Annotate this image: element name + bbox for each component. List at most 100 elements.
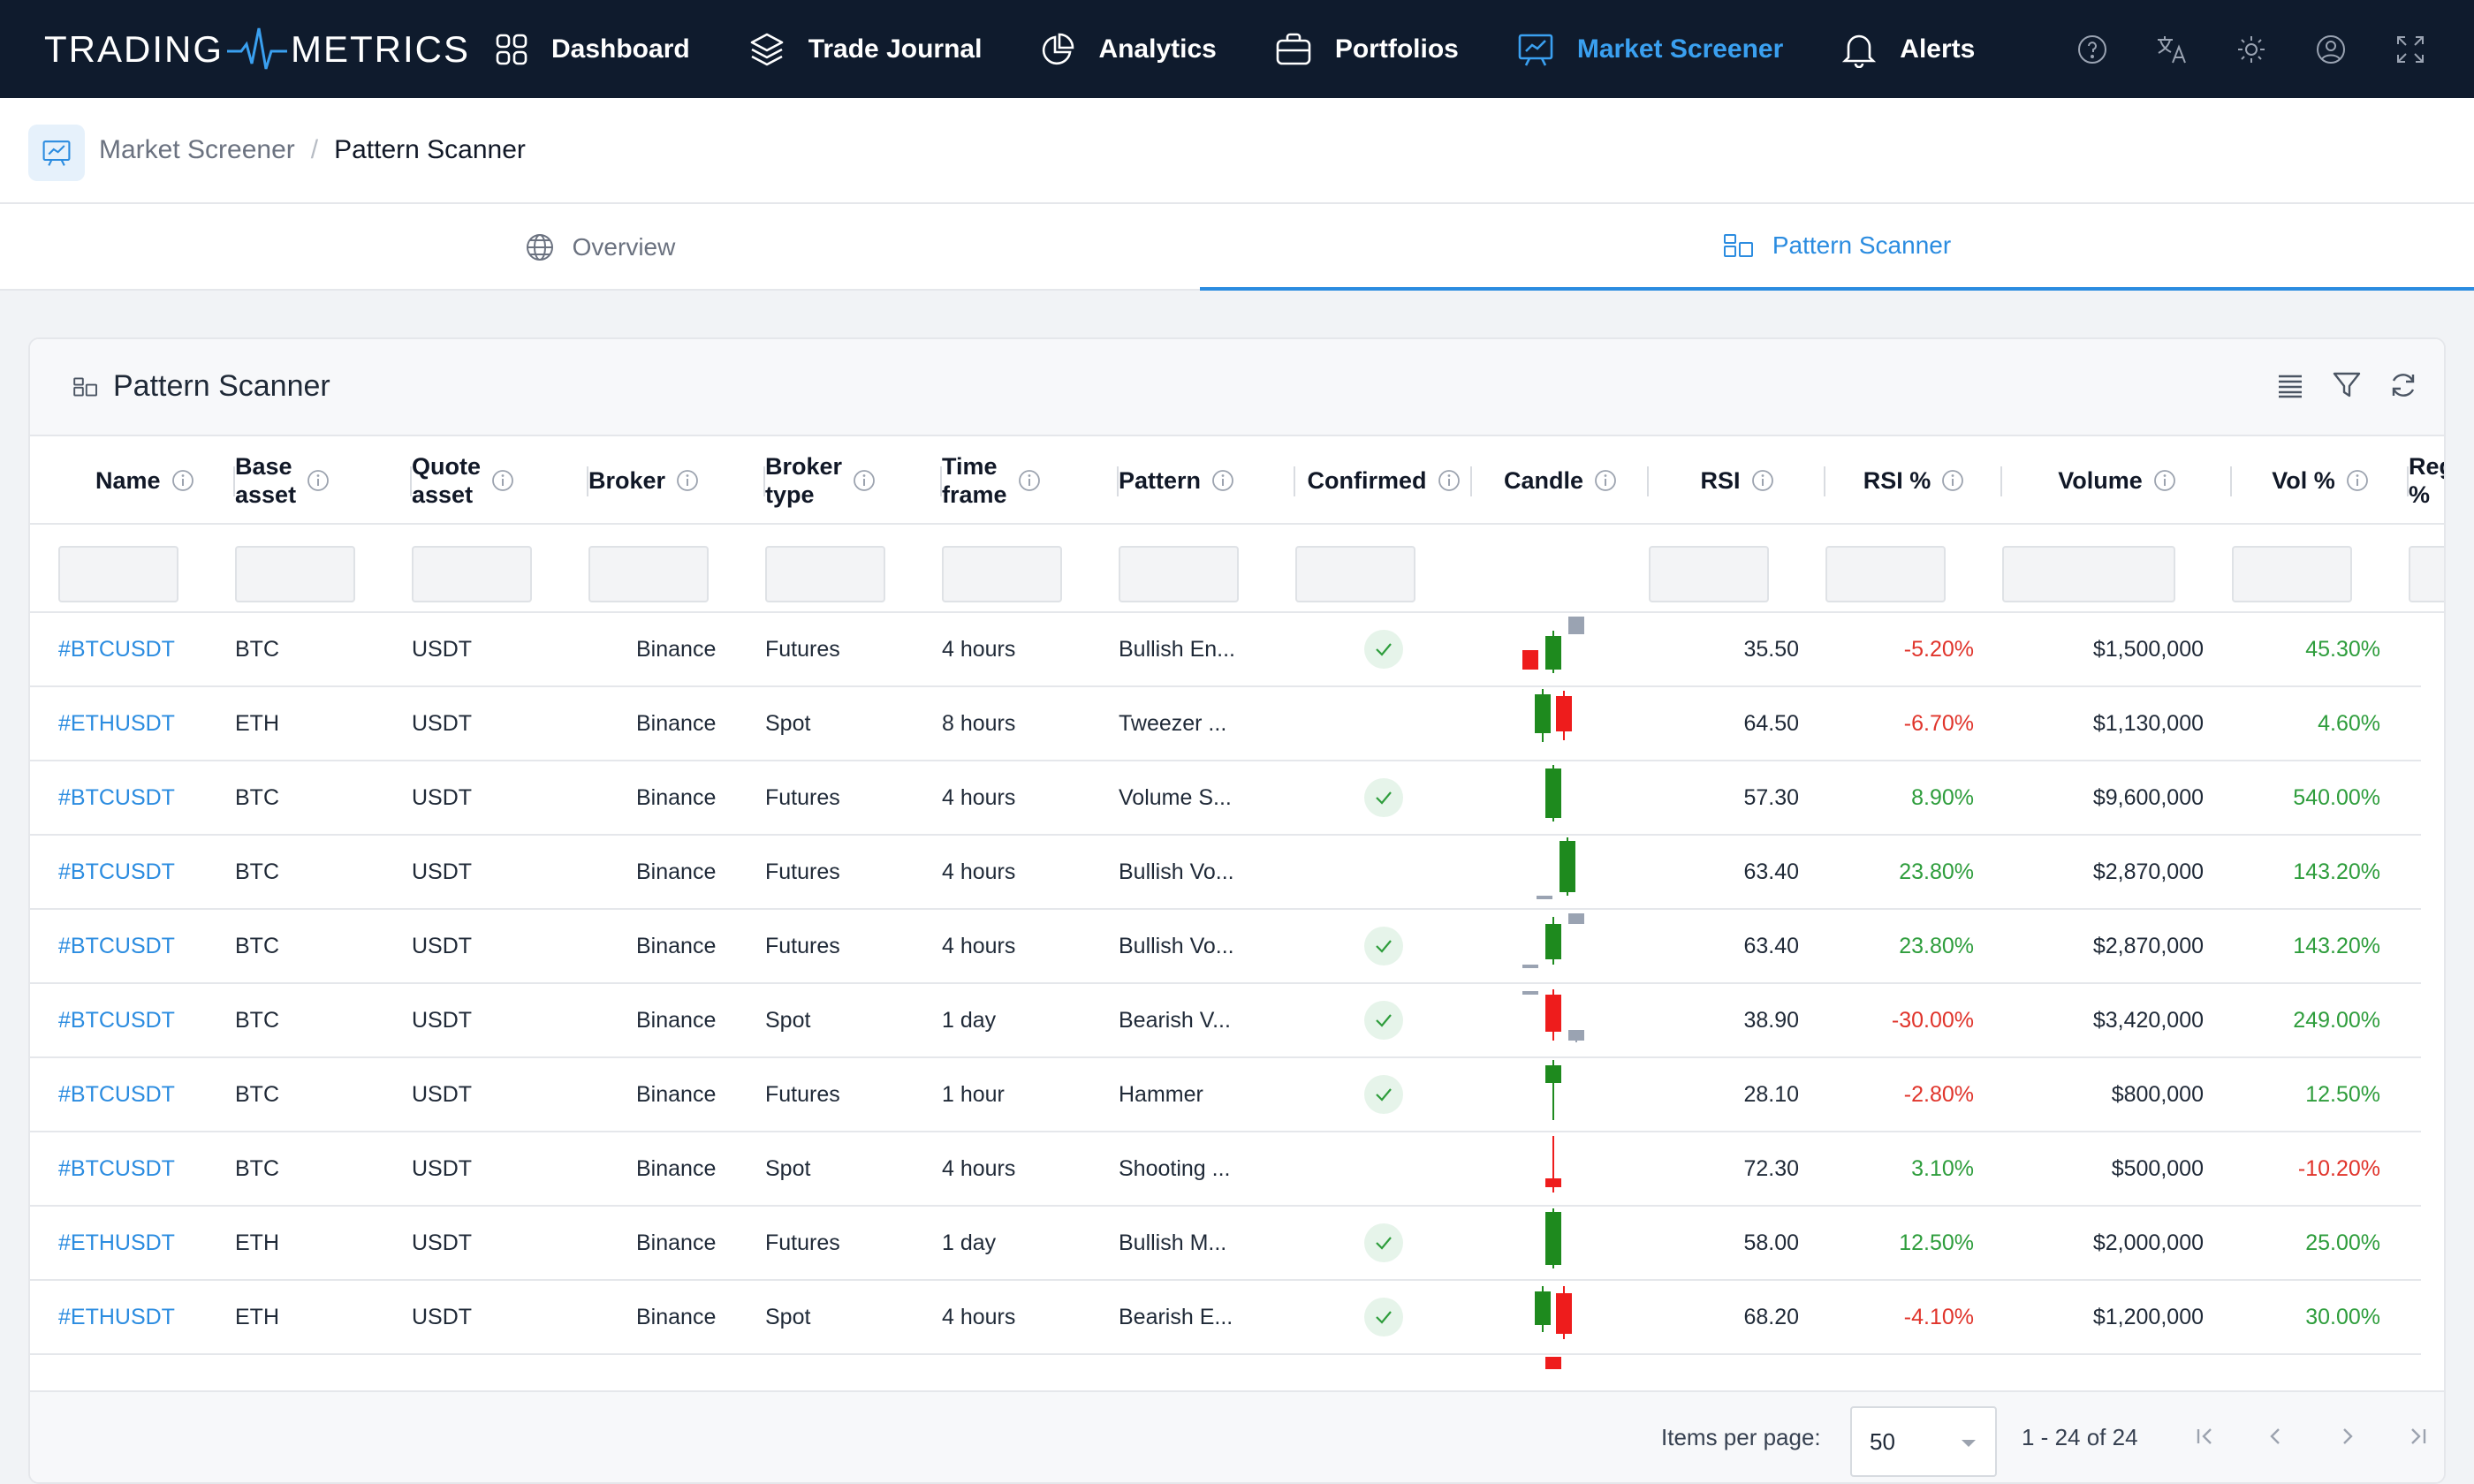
translate-icon[interactable] <box>2154 32 2189 67</box>
table-row[interactable]: #ETHUSDT ETH USDT Binance Spot 8 hours Tweezer… <box>30 687 2421 761</box>
prev-page-icon[interactable] <box>2257 1417 2296 1456</box>
info-icon[interactable] <box>853 469 876 492</box>
candle-body <box>1545 1212 1561 1265</box>
filter-icon[interactable] <box>2327 366 2366 405</box>
column-divider[interactable] <box>2000 466 2002 496</box>
column-header-rsi[interactable]: RSI <box>1649 436 1825 525</box>
filter-input-base[interactable] <box>235 546 355 602</box>
filter-input-broker-type[interactable] <box>765 546 885 602</box>
info-icon[interactable] <box>2346 469 2369 492</box>
nav-market-screener[interactable]: Market Screener <box>1517 0 1783 98</box>
symbol-link[interactable]: #ETHUSDT <box>58 1304 175 1329</box>
quote-asset-cell: USDT <box>412 933 473 958</box>
info-icon[interactable] <box>1594 469 1617 492</box>
column-divider[interactable] <box>2230 466 2232 496</box>
info-icon[interactable] <box>2153 469 2176 492</box>
column-header-broker-type[interactable]: Broker type <box>765 436 942 525</box>
symbol-link[interactable]: #BTCUSDT <box>58 933 175 958</box>
vol-pct-cell: 143.20% <box>2293 933 2380 958</box>
info-icon[interactable] <box>1438 469 1461 492</box>
column-divider[interactable] <box>940 466 942 496</box>
nav-alerts[interactable]: Alerts <box>1841 0 1975 98</box>
info-icon[interactable] <box>1018 469 1041 492</box>
filter-input-broker[interactable] <box>588 546 709 602</box>
info-icon[interactable] <box>1941 469 1964 492</box>
breadcrumb-parent[interactable]: Market Screener <box>99 135 295 164</box>
table-row[interactable]: #BTCUSDT BTC USDT Binance Futures 4 hours Bull… <box>30 836 2421 910</box>
filter-input-confirmed[interactable] <box>1295 546 1415 602</box>
filter-input-quote[interactable] <box>412 546 532 602</box>
rsi-pct-cell: 3.10% <box>1911 1155 1974 1181</box>
table-row[interactable]: #BTCUSDT BTC USDT Binance Spot 4 hours Shootin… <box>30 1132 2421 1207</box>
tab-pattern-scanner[interactable]: Pattern Scanner <box>1200 204 2474 291</box>
user-icon[interactable] <box>2313 32 2349 67</box>
filter-input-name[interactable] <box>58 546 178 602</box>
filter-input-volume[interactable] <box>2002 546 2175 602</box>
table-row[interactable]: #BTCUSDT BTC USDT Binance Spot 1 day Bearish V… <box>30 984 2421 1058</box>
first-page-icon[interactable] <box>2186 1417 2225 1456</box>
column-divider[interactable] <box>410 466 412 496</box>
symbol-link[interactable]: #BTCUSDT <box>58 1081 175 1107</box>
next-page-icon[interactable] <box>2327 1417 2366 1456</box>
filter-input-rsi[interactable] <box>1649 546 1769 602</box>
symbol-link[interactable]: #BTCUSDT <box>58 784 175 810</box>
column-header-volume[interactable]: Volume <box>2002 436 2232 525</box>
nav-analytics[interactable]: Analytics <box>1040 0 1217 98</box>
column-divider[interactable] <box>233 466 235 496</box>
symbol-link[interactable]: #BTCUSDT <box>58 1155 175 1181</box>
column-header-base[interactable]: Base asset <box>235 436 412 525</box>
column-header-candle[interactable]: Candle <box>1472 436 1649 525</box>
filter-input-rsi-pct[interactable] <box>1825 546 1946 602</box>
filter-input-reg[interactable] <box>2409 546 2444 602</box>
symbol-link[interactable]: #BTCUSDT <box>58 1007 175 1033</box>
column-divider[interactable] <box>1824 466 1825 496</box>
column-header-timeframe[interactable]: Time frame <box>942 436 1119 525</box>
column-divider[interactable] <box>1470 466 1472 496</box>
column-header-reg[interactable]: Reg % <box>2409 436 2444 525</box>
columns-icon[interactable] <box>2271 366 2310 405</box>
column-divider[interactable] <box>763 466 765 496</box>
column-header-confirmed[interactable]: Confirmed <box>1295 436 1472 525</box>
help-icon[interactable] <box>2075 32 2110 67</box>
column-header-broker[interactable]: Broker <box>588 436 765 525</box>
table-row[interactable]: #BTCUSDT BTC USDT Binance Futures 4 hours Bull… <box>30 613 2421 687</box>
symbol-link[interactable]: #BTCUSDT <box>58 636 175 662</box>
column-header-quote[interactable]: Quote asset <box>412 436 588 525</box>
info-icon[interactable] <box>676 469 699 492</box>
column-divider[interactable] <box>1294 466 1295 496</box>
column-divider[interactable] <box>1117 466 1119 496</box>
filter-input-vol-pct[interactable] <box>2232 546 2352 602</box>
last-page-icon[interactable] <box>2398 1417 2437 1456</box>
info-icon[interactable] <box>307 469 330 492</box>
nav-portfolios[interactable]: Portfolios <box>1275 0 1459 98</box>
info-icon[interactable] <box>491 469 514 492</box>
brand-logo[interactable]: TRADING METRICS <box>44 26 470 72</box>
column-divider[interactable] <box>1647 466 1649 496</box>
info-icon[interactable] <box>1211 469 1234 492</box>
column-header-name[interactable]: Name <box>58 436 235 525</box>
filter-input-pattern[interactable] <box>1119 546 1239 602</box>
fullscreen-icon[interactable] <box>2393 32 2428 67</box>
column-divider[interactable] <box>2407 466 2409 496</box>
tab-overview[interactable]: Overview <box>0 204 1200 291</box>
nav-dashboard[interactable]: Dashboard <box>495 0 690 98</box>
symbol-link[interactable]: #ETHUSDT <box>58 1230 175 1255</box>
column-header-rsi-pct[interactable]: RSI % <box>1825 436 2002 525</box>
table-row[interactable]: #ETHUSDT ETH USDT Binance Futures 1 day Bullis… <box>30 1207 2421 1281</box>
column-divider[interactable] <box>587 466 588 496</box>
table-row[interactable]: #BTCUSDT BTC USDT Binance Futures 1 hour Hamme… <box>30 1058 2421 1132</box>
filter-input-timeframe[interactable] <box>942 546 1062 602</box>
table-row[interactable]: #BTCUSDT BTC USDT Binance Futures 4 hours Bull… <box>30 910 2421 984</box>
symbol-link[interactable]: #BTCUSDT <box>58 859 175 884</box>
refresh-icon[interactable] <box>2384 366 2423 405</box>
nav-trade-journal[interactable]: Trade Journal <box>748 0 982 98</box>
column-header-vol-pct[interactable]: Vol % <box>2232 436 2409 525</box>
column-header-pattern[interactable]: Pattern <box>1119 436 1295 525</box>
items-per-page-select[interactable]: 50 <box>1850 1406 1997 1477</box>
table-row[interactable]: #ETHUSDT ETH USDT Binance Spot 4 hours Bearish… <box>30 1281 2421 1369</box>
theme-sun-icon[interactable] <box>2234 32 2269 67</box>
symbol-link[interactable]: #ETHUSDT <box>58 710 175 736</box>
info-icon[interactable] <box>171 469 194 492</box>
info-icon[interactable] <box>1751 469 1774 492</box>
table-row[interactable]: #BTCUSDT BTC USDT Binance Futures 4 hours Volu… <box>30 761 2421 836</box>
